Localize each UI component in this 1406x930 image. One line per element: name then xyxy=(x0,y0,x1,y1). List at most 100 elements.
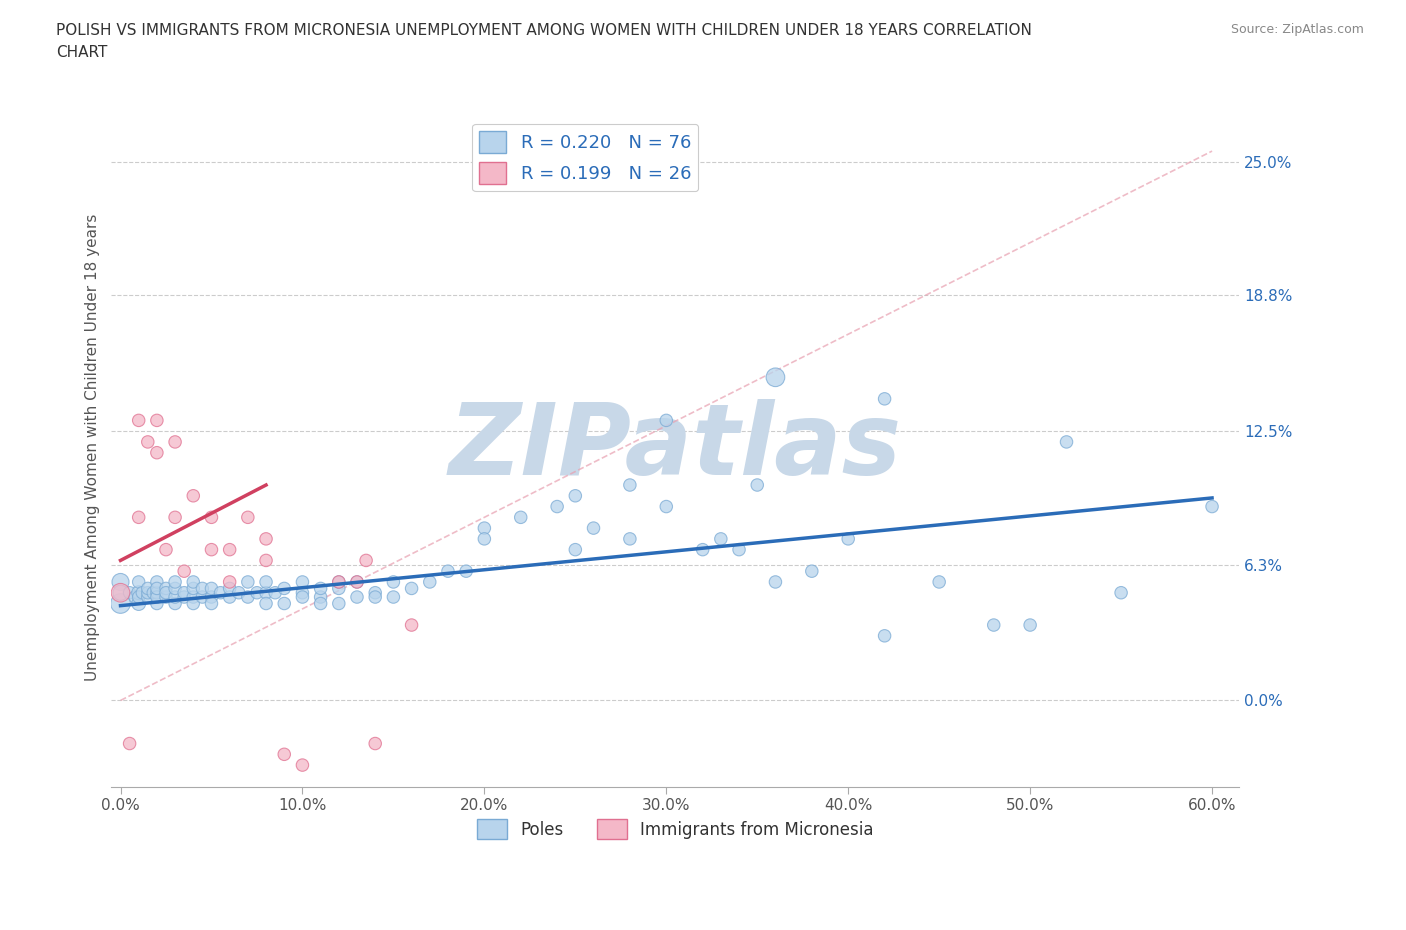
Point xyxy=(136,590,159,604)
Point xyxy=(200,596,222,611)
Point xyxy=(655,413,678,428)
Point xyxy=(401,581,423,596)
Point xyxy=(236,510,259,525)
Point xyxy=(728,542,751,557)
Point xyxy=(110,585,132,600)
Point xyxy=(236,590,259,604)
Point xyxy=(382,590,405,604)
Point xyxy=(291,590,314,604)
Point xyxy=(1109,585,1132,600)
Point xyxy=(328,581,350,596)
Point xyxy=(181,575,204,590)
Point xyxy=(136,434,159,449)
Point xyxy=(218,542,240,557)
Point xyxy=(346,575,368,590)
Point xyxy=(254,531,277,546)
Point xyxy=(209,585,232,600)
Point xyxy=(228,585,250,600)
Point xyxy=(165,575,187,590)
Point xyxy=(364,737,387,751)
Point xyxy=(146,585,169,600)
Point xyxy=(765,370,787,385)
Point xyxy=(110,596,132,611)
Text: Source: ZipAtlas.com: Source: ZipAtlas.com xyxy=(1230,23,1364,36)
Point xyxy=(328,575,350,590)
Text: ZIPatlas: ZIPatlas xyxy=(449,399,901,496)
Point xyxy=(146,413,169,428)
Point xyxy=(191,590,214,604)
Point xyxy=(136,585,159,600)
Point xyxy=(582,521,605,536)
Point xyxy=(309,590,332,604)
Text: POLISH VS IMMIGRANTS FROM MICRONESIA UNEMPLOYMENT AMONG WOMEN WITH CHILDREN UNDE: POLISH VS IMMIGRANTS FROM MICRONESIA UNE… xyxy=(56,23,1032,60)
Point xyxy=(200,581,222,596)
Legend: Poles, Immigrants from Micronesia: Poles, Immigrants from Micronesia xyxy=(471,813,880,846)
Point xyxy=(165,510,187,525)
Point xyxy=(509,510,531,525)
Point xyxy=(181,488,204,503)
Point xyxy=(200,590,222,604)
Point xyxy=(273,747,295,762)
Point xyxy=(354,553,377,568)
Point xyxy=(309,581,332,596)
Point xyxy=(328,596,350,611)
Point xyxy=(146,575,169,590)
Point xyxy=(655,499,678,514)
Point xyxy=(200,542,222,557)
Point xyxy=(155,581,177,596)
Point xyxy=(437,564,460,578)
Point xyxy=(254,553,277,568)
Point xyxy=(309,596,332,611)
Point xyxy=(254,596,277,611)
Point xyxy=(291,585,314,600)
Point xyxy=(128,510,150,525)
Point xyxy=(191,581,214,596)
Point xyxy=(382,575,405,590)
Point xyxy=(328,575,350,590)
Point xyxy=(110,585,132,600)
Point xyxy=(264,585,287,600)
Point xyxy=(131,585,153,600)
Point xyxy=(1056,434,1078,449)
Point xyxy=(136,581,159,596)
Point xyxy=(710,531,733,546)
Point xyxy=(165,590,187,604)
Point xyxy=(128,575,150,590)
Point xyxy=(142,585,165,600)
Point xyxy=(218,581,240,596)
Point xyxy=(246,585,269,600)
Point xyxy=(564,542,586,557)
Point xyxy=(155,542,177,557)
Point xyxy=(165,596,187,611)
Point xyxy=(146,581,169,596)
Point xyxy=(346,575,368,590)
Point xyxy=(173,585,195,600)
Point xyxy=(118,737,141,751)
Point xyxy=(401,618,423,632)
Point xyxy=(983,618,1005,632)
Point xyxy=(146,445,169,460)
Point xyxy=(873,392,896,406)
Point xyxy=(254,575,277,590)
Point xyxy=(181,596,204,611)
Point xyxy=(155,585,177,600)
Point xyxy=(747,478,769,493)
Point xyxy=(564,488,586,503)
Point xyxy=(619,531,641,546)
Point xyxy=(181,581,204,596)
Point xyxy=(218,590,240,604)
Point xyxy=(837,531,859,546)
Point xyxy=(155,590,177,604)
Point xyxy=(346,590,368,604)
Point xyxy=(146,596,169,611)
Point xyxy=(110,575,132,590)
Point xyxy=(124,590,146,604)
Point xyxy=(291,758,314,773)
Point xyxy=(800,564,823,578)
Point xyxy=(456,564,478,578)
Point xyxy=(173,564,195,578)
Point xyxy=(128,596,150,611)
Point xyxy=(128,585,150,600)
Point xyxy=(128,413,150,428)
Point xyxy=(419,575,441,590)
